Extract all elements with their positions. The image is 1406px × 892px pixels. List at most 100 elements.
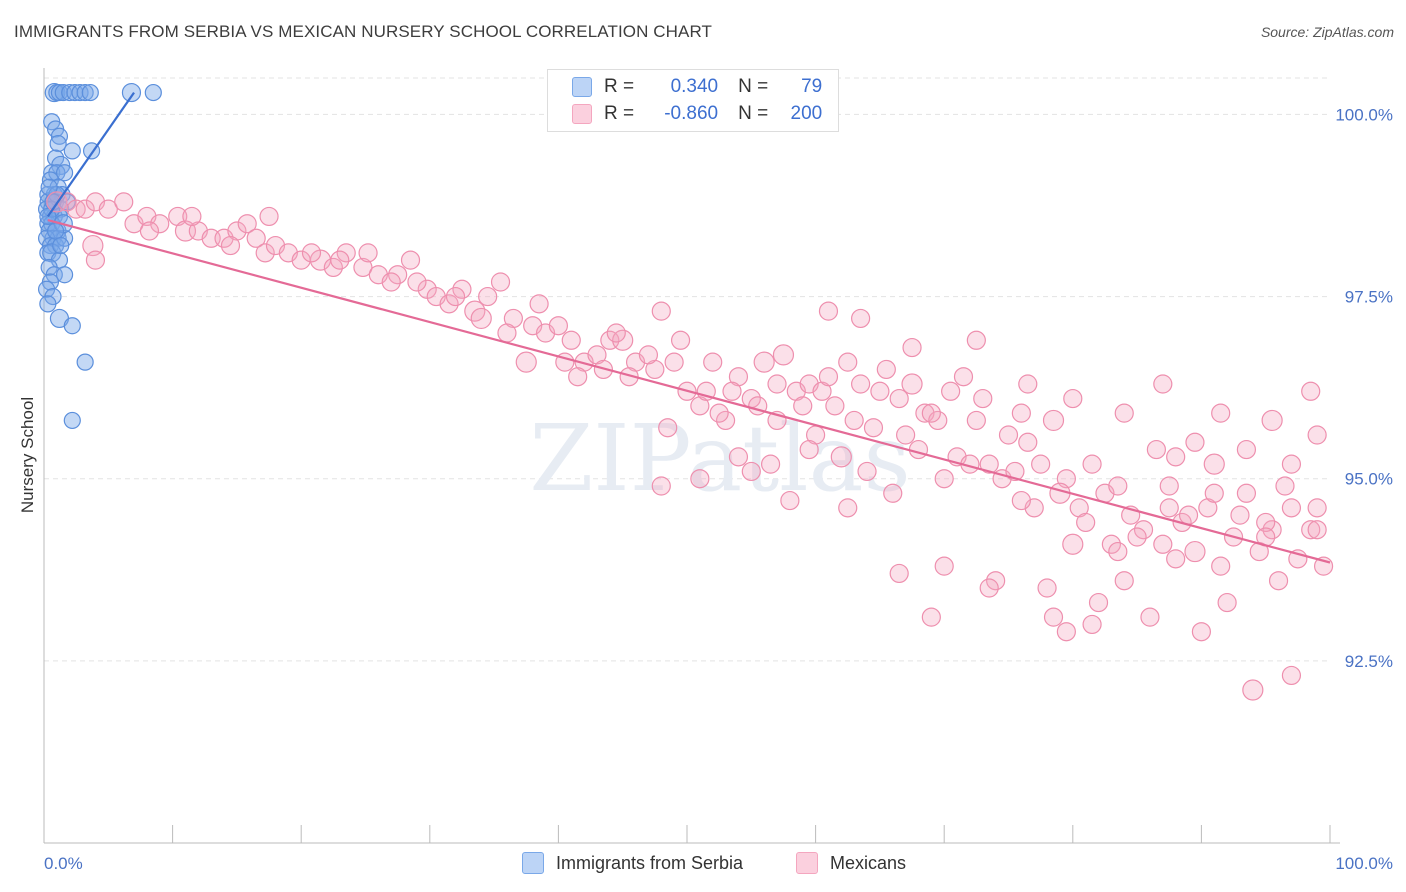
mexicans-point: [772, 344, 795, 366]
axes: [43, 68, 1340, 844]
serbia-point: [49, 134, 67, 153]
mexicans-point: [986, 571, 1006, 591]
mexicans-point: [1185, 432, 1205, 452]
mexicans-point: [799, 439, 819, 460]
mexicans-point: [237, 214, 257, 234]
mexicans-point: [921, 607, 941, 627]
mexicans-point: [1301, 520, 1321, 540]
serbia-trend-line: [46, 91, 135, 218]
mexicans-point: [741, 461, 761, 482]
mexicans-point: [966, 330, 986, 350]
mexicans-point: [612, 329, 634, 351]
mexicans-point: [753, 351, 775, 373]
mexicans-point: [220, 235, 241, 256]
mexicans-point: [1140, 607, 1160, 627]
mexicans-point: [979, 454, 999, 474]
mexicans-point: [851, 308, 871, 329]
mexicans-point: [889, 563, 909, 584]
mexicans-point: [1088, 592, 1109, 613]
mexicans-point: [1005, 461, 1025, 482]
serbia-point: [81, 83, 99, 102]
mexicans-point: [703, 352, 723, 372]
mexicans-point: [1203, 453, 1225, 475]
mexicans-point: [715, 410, 736, 431]
mexicans-point: [1281, 454, 1302, 474]
serbia-point: [43, 164, 61, 182]
mexicans-point: [1062, 533, 1084, 555]
mexicans-point: [1114, 571, 1134, 591]
mexicans-point: [818, 367, 839, 387]
mexicans-point: [844, 410, 864, 431]
mexicans-point: [1133, 520, 1154, 540]
mexicans-point: [1307, 520, 1327, 540]
mexicans-point: [709, 403, 729, 423]
legend-swatch-mexicans: [572, 104, 592, 124]
mexicans-point: [358, 243, 378, 263]
y-tick-label: 95.0%: [1345, 470, 1393, 489]
mexicans-point: [953, 367, 974, 387]
mexicans-point: [1076, 512, 1096, 533]
legend-n-label: N =: [738, 76, 769, 97]
mexicans-point: [863, 418, 884, 438]
mexicans-point: [497, 323, 517, 343]
serbia-point: [39, 295, 57, 313]
legend-n-value: 79: [801, 76, 823, 97]
serbia-point: [46, 222, 65, 240]
mexicans-point: [838, 498, 858, 518]
mexicans-point: [548, 316, 569, 336]
mexicans-point: [979, 578, 999, 598]
mexicans-point: [901, 373, 923, 395]
mexicans-point: [1242, 679, 1264, 701]
bottom-legend-label-mexicans: Mexicans: [830, 852, 907, 873]
mexicans-point: [182, 206, 202, 227]
mexicans-point: [1018, 374, 1038, 394]
y-tick-label: 100.0%: [1335, 105, 1393, 124]
mexicans-point: [664, 352, 684, 372]
y-tick-label: 97.5%: [1345, 288, 1393, 307]
mexicans-point: [1236, 439, 1257, 460]
mexicans-point: [1281, 498, 1302, 518]
mexicans-point: [651, 476, 671, 496]
mexicans-point: [259, 206, 279, 227]
mexicans-point: [1108, 476, 1128, 496]
mexicans-point: [568, 367, 588, 387]
mexicans-point: [246, 228, 266, 248]
mexicans-point: [1211, 556, 1231, 576]
gridlines: [44, 77, 1330, 662]
serbia-point: [76, 353, 94, 371]
y-axis-label: Nursery School: [18, 397, 37, 513]
mexicans-point: [825, 396, 845, 416]
mexicans-point: [883, 483, 903, 503]
mexicans-point: [1146, 439, 1166, 460]
mexicans-point: [1184, 540, 1206, 563]
mexicans-point: [793, 396, 813, 416]
mexicans-point: [82, 234, 104, 257]
mexicans-point: [1011, 490, 1031, 511]
mexicans-point: [728, 447, 749, 467]
mexicans-point: [400, 250, 421, 270]
mexicans-point: [908, 439, 929, 460]
mexicans-point: [1042, 409, 1065, 432]
mexicans-point: [85, 250, 106, 270]
legend-n-value: 200: [790, 103, 823, 124]
mexicans-point: [1082, 454, 1102, 474]
mexicans-point: [381, 272, 401, 292]
x-tick-label-min: 0.0%: [44, 854, 83, 873]
mexicans-point: [767, 374, 787, 394]
mexicans-point: [439, 294, 459, 314]
bottom-legend-serbia: Immigrants from Serbia: [522, 852, 743, 874]
mexicans-point: [1307, 425, 1327, 445]
mexicans-point: [638, 345, 659, 365]
mexicans-point: [255, 243, 275, 263]
mexicans-point: [515, 351, 537, 373]
serbia-point: [55, 266, 74, 284]
mexicans-point: [1236, 483, 1257, 503]
trend-lines: [46, 91, 1331, 564]
mexicans-point: [998, 425, 1019, 445]
mexicans-point: [1166, 549, 1186, 569]
mexicans-point: [1166, 447, 1186, 467]
mexicans-point: [690, 469, 710, 489]
mexicans-point: [1043, 607, 1064, 627]
mexicans-point: [353, 257, 373, 278]
bottom-legend-mexicans: Mexicans: [796, 852, 906, 874]
